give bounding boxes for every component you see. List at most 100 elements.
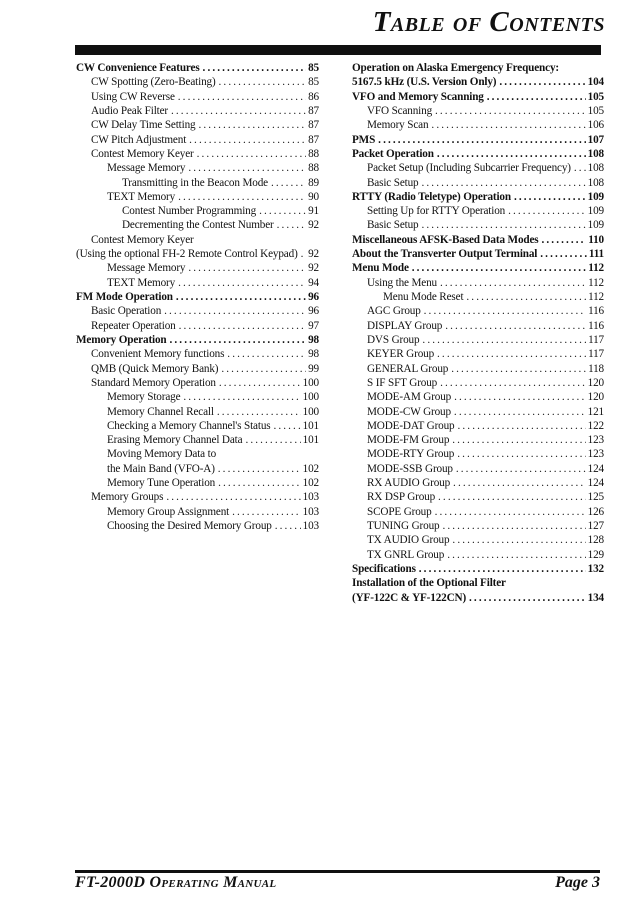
toc-entry-label: GENERAL Group bbox=[367, 362, 449, 375]
toc-leader-dots bbox=[245, 433, 300, 447]
toc-entry: RTTY (Radio Teletype) Operation 109 bbox=[352, 190, 604, 204]
toc-page-number: 103 bbox=[302, 520, 319, 532]
toc-page-number: 123 bbox=[587, 434, 604, 447]
footer-manual-title: FT-2000D Operating Manual bbox=[75, 874, 277, 891]
toc-entry: Message Memory 88 bbox=[76, 161, 319, 175]
toc-leader-dots bbox=[219, 75, 307, 89]
toc-page-number: 102 bbox=[302, 477, 319, 490]
toc-entry: TEXT Memory 94 bbox=[76, 276, 319, 290]
toc-entry: Memory Groups 103 bbox=[76, 490, 319, 504]
toc-page-number: 101 bbox=[302, 419, 319, 432]
toc-entry-label: Installation of the Optional Filter bbox=[352, 577, 506, 590]
toc-entry: Audio Peak Filter 87 bbox=[76, 104, 319, 118]
toc-leader-dots bbox=[189, 133, 306, 147]
toc-page-number: 109 bbox=[587, 190, 604, 203]
toc-leader-dots bbox=[412, 261, 587, 275]
toc-page-number: 87 bbox=[308, 119, 319, 132]
toc-leader-dots bbox=[440, 276, 586, 290]
toc-page-number: 92 bbox=[308, 219, 319, 232]
toc-entry-label: Memory Group Assignment bbox=[107, 505, 230, 518]
toc-leader-dots bbox=[422, 176, 586, 190]
toc-page-number: 98 bbox=[308, 333, 319, 346]
toc-leader-dots bbox=[452, 433, 585, 447]
title-rule bbox=[75, 45, 601, 55]
toc-entry: Memory Tune Operation 102 bbox=[76, 476, 319, 490]
toc-entry-label: (YF-122C & YF-122CN) bbox=[352, 591, 467, 604]
toc-leader-dots bbox=[442, 519, 585, 533]
toc-leader-dots bbox=[452, 533, 585, 547]
toc-entry-label: Contest Number Programming bbox=[122, 205, 257, 218]
toc-entry-label: Convenient Memory functions bbox=[91, 348, 225, 361]
toc-entry-label: QMB (Quick Memory Bank) bbox=[91, 362, 219, 375]
toc-entry: Memory Group Assignment 103 bbox=[76, 505, 319, 519]
toc-page-number: 98 bbox=[308, 348, 319, 361]
toc-entry-label: MODE-SSB Group bbox=[367, 462, 453, 475]
toc-entry: Moving Memory Data to bbox=[76, 447, 319, 461]
toc-page-number: 100 bbox=[302, 376, 319, 389]
toc-page-number: 118 bbox=[588, 362, 604, 375]
toc-leader-dots bbox=[271, 176, 306, 190]
toc-leader-dots bbox=[378, 133, 585, 147]
toc-entry-label: Moving Memory Data to bbox=[107, 448, 217, 461]
toc-leader-dots bbox=[457, 447, 585, 461]
toc-entry-label: Miscellaneous AFSK-Based Data Modes bbox=[352, 233, 539, 246]
toc-entry-label: the Main Band (VFO-A) bbox=[107, 462, 215, 475]
toc-entry-label: MODE-CW Group bbox=[367, 405, 451, 418]
toc-page-number: 103 bbox=[302, 505, 319, 518]
toc-leader-dots bbox=[574, 161, 586, 175]
toc-page-number: 117 bbox=[588, 333, 604, 346]
toc-entry: Menu Mode 112 bbox=[352, 261, 604, 275]
toc-entry: CW Delay Time Setting 87 bbox=[76, 118, 319, 132]
toc-leader-dots bbox=[454, 405, 586, 419]
toc-entry-label: (Using the optional FH-2 Remote Control … bbox=[76, 248, 298, 261]
toc-page-number: 92 bbox=[308, 248, 319, 261]
toc-entry: CW Spotting (Zero-Beating) 85 bbox=[76, 75, 319, 89]
toc-leader-dots bbox=[227, 347, 306, 361]
toc-page-number: 117 bbox=[588, 348, 604, 361]
toc-entry-label: Memory Tune Operation bbox=[107, 477, 216, 490]
toc-entry-label: CW Spotting (Zero-Beating) bbox=[91, 76, 216, 89]
toc-entry-label: MODE-DAT Group bbox=[367, 419, 455, 432]
toc-entry: Repeater Operation 97 bbox=[76, 319, 319, 333]
toc-page-number: 126 bbox=[587, 505, 604, 518]
toc-leader-dots bbox=[451, 362, 586, 376]
toc-entry: Message Memory 92 bbox=[76, 261, 319, 275]
toc-page-number: 87 bbox=[308, 133, 319, 146]
toc-entry-label: Operation on Alaska Emergency Frequency: bbox=[352, 62, 559, 74]
footer-rule bbox=[75, 870, 600, 873]
toc-page-number: 97 bbox=[308, 319, 319, 332]
toc-page-number: 90 bbox=[308, 190, 319, 203]
toc-page-number: 122 bbox=[587, 419, 604, 432]
toc-page-number: 109 bbox=[587, 205, 604, 218]
toc-page-number: 108 bbox=[587, 162, 604, 175]
toc-entry-label: CW Pitch Adjustment bbox=[91, 133, 187, 146]
toc-entry-label: PMS bbox=[352, 133, 376, 146]
toc-leader-dots bbox=[469, 591, 586, 605]
toc-entry: Menu Mode Reset 112 bbox=[352, 290, 604, 304]
toc-leader-dots bbox=[487, 90, 586, 104]
toc-entry-label: Setting Up for RTTY Operation bbox=[367, 205, 506, 218]
toc-entry: Transmitting in the Beacon Mode 89 bbox=[76, 176, 319, 190]
toc-entry-label: Choosing the Desired Memory Group bbox=[107, 520, 272, 532]
toc-page-number: 112 bbox=[588, 262, 604, 275]
toc-leader-dots bbox=[218, 462, 301, 476]
toc-leader-dots bbox=[453, 476, 586, 490]
toc-entry: Using the Menu 112 bbox=[352, 276, 604, 290]
toc-page-number: 96 bbox=[308, 291, 319, 303]
toc-leader-dots bbox=[456, 462, 586, 476]
toc-entry: Erasing Memory Channel Data 101 bbox=[76, 433, 319, 447]
toc-leader-dots bbox=[199, 118, 307, 132]
toc-leader-dots bbox=[188, 261, 306, 275]
toc-entry-label: RX DSP Group bbox=[367, 491, 436, 504]
toc-leader-dots bbox=[176, 290, 306, 304]
toc-page-number: 85 bbox=[308, 62, 319, 74]
toc-leader-dots bbox=[458, 419, 586, 433]
toc-entry: Standard Memory Operation 100 bbox=[76, 376, 319, 390]
toc-entry-label: Audio Peak Filter bbox=[91, 104, 168, 117]
toc-entry-label: 5167.5 kHz (U.S. Version Only) bbox=[352, 76, 497, 89]
toc-entry: (Using the optional FH-2 Remote Control … bbox=[76, 247, 319, 261]
toc-entry-label: Standard Memory Operation bbox=[91, 376, 216, 389]
toc-leader-dots bbox=[438, 490, 586, 504]
toc-entry-label: MODE-RTY Group bbox=[367, 448, 455, 461]
toc-leader-dots bbox=[422, 218, 586, 232]
